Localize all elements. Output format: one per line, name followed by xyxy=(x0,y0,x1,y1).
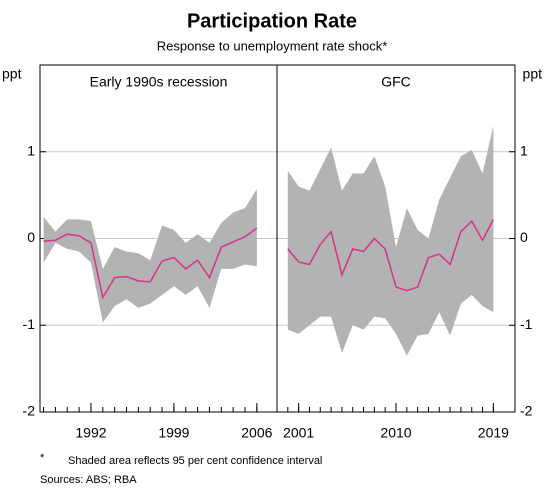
footnote: Shaded area reflects 95 per cent confide… xyxy=(68,455,322,467)
y-axis-unit: ppt xyxy=(2,66,22,82)
confidence-band xyxy=(287,125,494,356)
y-tick-label: 1 xyxy=(27,142,35,158)
x-tick-label: 2006 xyxy=(241,425,272,441)
y-tick-label: 0 xyxy=(520,229,528,245)
y-tick-label: -2 xyxy=(520,403,533,419)
x-tick-label: 1999 xyxy=(158,425,189,441)
y-tick-label: 1 xyxy=(520,142,528,158)
footnote-marker: * xyxy=(40,452,45,464)
y-tick-label: -2 xyxy=(23,403,36,419)
chart-subtitle: Response to unemployment rate shock* xyxy=(157,38,388,53)
x-tick-label: 2001 xyxy=(283,425,314,441)
y-tick-label: 0 xyxy=(27,229,35,245)
x-tick-label: 1992 xyxy=(75,425,106,441)
x-tick-label: 2019 xyxy=(478,425,509,441)
y-tick-label: -1 xyxy=(520,316,533,332)
y-tick-label: -1 xyxy=(23,316,36,332)
sources: Sources: ABS; RBA xyxy=(40,474,137,486)
y-axis-unit: ppt xyxy=(523,66,543,82)
confidence-band xyxy=(43,189,257,323)
series-line xyxy=(287,219,495,292)
series-line xyxy=(43,227,258,300)
panel-title: Early 1990s recession xyxy=(90,74,228,90)
chart-title: Participation Rate xyxy=(187,10,357,32)
panel-title: GFC xyxy=(381,74,411,90)
x-tick-label: 2010 xyxy=(380,425,411,441)
